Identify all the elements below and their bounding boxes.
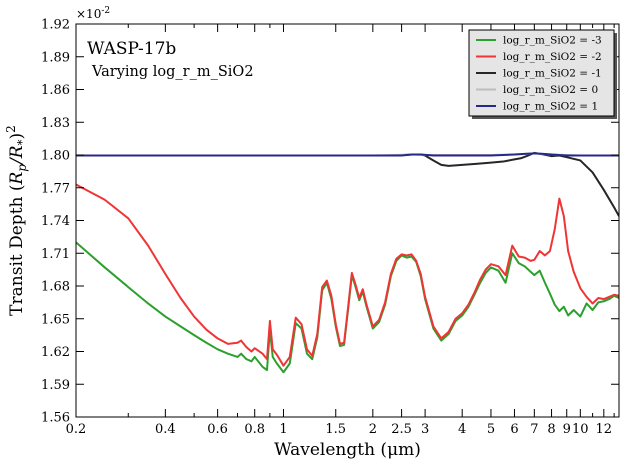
legend-label-log-r-m-sio2-1: log_r_m_SiO2 = 1 bbox=[503, 101, 598, 113]
y-tick-label: 1.71 bbox=[41, 247, 70, 262]
y-tick-label: 1.62 bbox=[41, 345, 70, 360]
series-line-log-r-m-sio2-2 bbox=[76, 183, 619, 367]
x-tick-label: 12 bbox=[596, 422, 613, 437]
legend-label-log-r-m-sio2-2: log_r_m_SiO2 = -2 bbox=[503, 51, 602, 63]
y-tick-label: 1.86 bbox=[41, 83, 70, 98]
x-tick-label: 1 bbox=[279, 422, 287, 437]
y-tick-label: 1.59 bbox=[41, 378, 70, 393]
series-line-log-r-m-sio2-1 bbox=[76, 152, 619, 157]
x-tick-label: 6 bbox=[510, 422, 518, 437]
y-axis-label: Transit Depth (Rp/R*)2 bbox=[4, 125, 29, 316]
x-tick-label: 2.5 bbox=[391, 422, 412, 437]
y-tick-label: 1.89 bbox=[41, 50, 70, 65]
x-tick-label: 0.4 bbox=[155, 422, 176, 437]
legend-label-log-r-m-sio2-3: log_r_m_SiO2 = -3 bbox=[503, 35, 602, 47]
x-tick-label: 9 bbox=[563, 422, 571, 437]
x-tick-label: 10 bbox=[572, 422, 589, 437]
x-tick-label: 8 bbox=[547, 422, 555, 437]
y-tick-label: 1.68 bbox=[41, 280, 70, 295]
y-tick-label: 1.77 bbox=[41, 181, 70, 196]
y-tick-label: 1.65 bbox=[41, 312, 70, 327]
x-tick-label: 4 bbox=[458, 422, 466, 437]
x-tick-label: 1.5 bbox=[325, 422, 346, 437]
x-tick-label: 7 bbox=[530, 422, 538, 437]
legend-label-log-r-m-sio2-1: log_r_m_SiO2 = -1 bbox=[503, 68, 602, 80]
legend: log_r_m_SiO2 = -3 log_r_m_SiO2 = -2 log_r_… bbox=[468, 29, 617, 119]
x-tick-label: 3 bbox=[421, 422, 429, 437]
y-tick-label: 1.74 bbox=[41, 214, 70, 229]
subtitle-annotation: Varying log_r_m_SiO2 bbox=[91, 64, 254, 80]
planet-annotation: WASP-17b bbox=[87, 39, 176, 59]
legend-label-log-r-m-sio2-0: log_r_m_SiO2 = 0 bbox=[503, 84, 598, 96]
x-axis-label: Wavelength (μm) bbox=[274, 440, 421, 460]
x-tick-label: 0.8 bbox=[244, 422, 265, 437]
x-tick-label: 2 bbox=[369, 422, 377, 437]
series-layer bbox=[76, 151, 619, 374]
y-tick-label: 1.92 bbox=[41, 18, 70, 33]
x-tick-label: 0.2 bbox=[66, 422, 87, 437]
x-axis-ticks: 0.2 0.4 0.6 0.8 1 1.5 2 2.5 3 4 5 6 7 8 9 10 12 bbox=[66, 24, 615, 437]
y-tick-label: 1.56 bbox=[41, 411, 70, 426]
y-tick-label: 1.80 bbox=[41, 149, 70, 164]
x-tick-label: 0.6 bbox=[207, 422, 228, 437]
y-axis-multiplier: ×10-2 bbox=[76, 6, 110, 21]
x-tick-label: 5 bbox=[487, 422, 495, 437]
y-tick-label: 1.83 bbox=[41, 116, 70, 131]
series-line-log-r-m-sio2-1 bbox=[76, 151, 619, 217]
y-axis-ticks: 1.56 1.59 1.62 1.65 1.68 1.71 1.74 1.77 1.80 1.83… bbox=[41, 18, 619, 426]
